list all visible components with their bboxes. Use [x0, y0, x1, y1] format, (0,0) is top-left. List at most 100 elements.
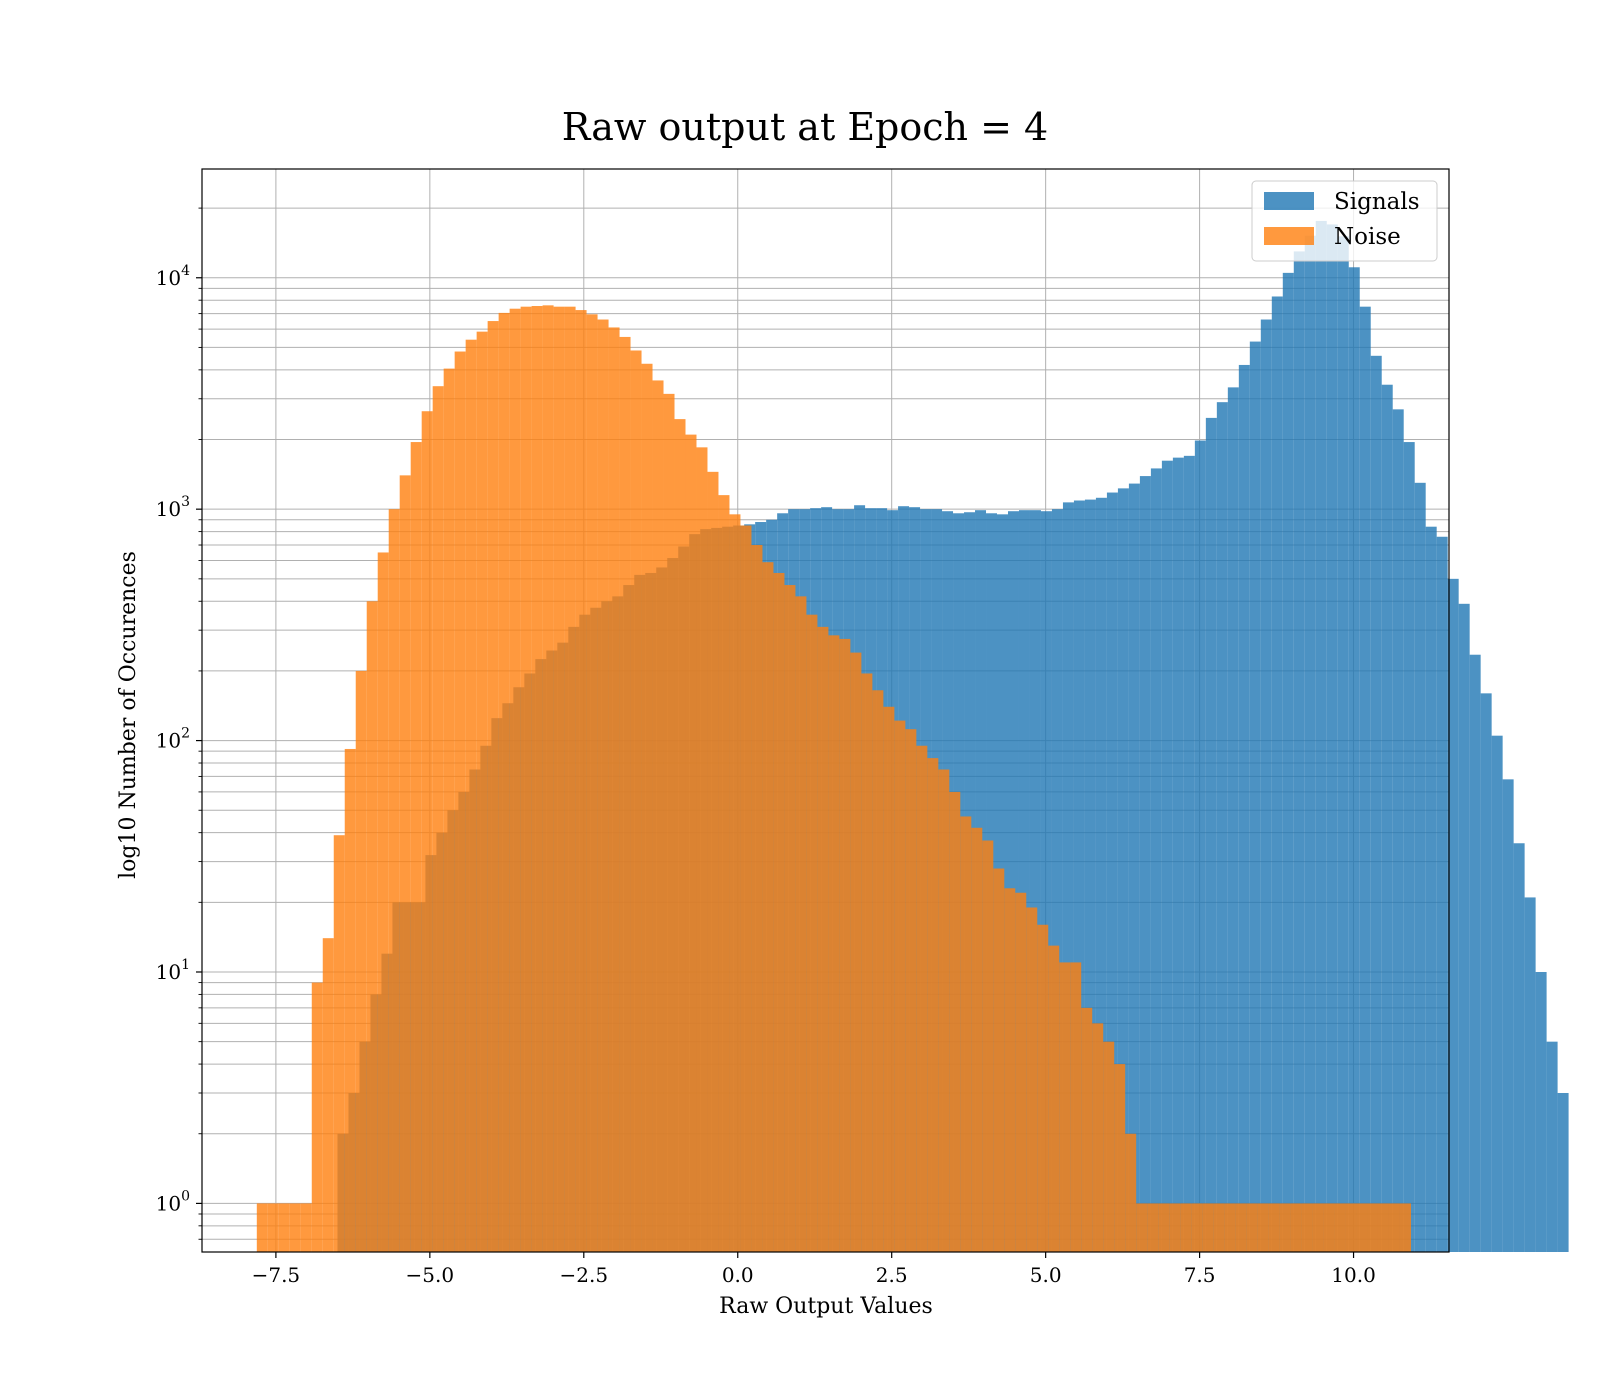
- y-tick-label: 104: [156, 263, 190, 290]
- noise-bar: [586, 314, 598, 1252]
- noise-bar: [707, 471, 719, 1252]
- noise-bar: [905, 729, 917, 1252]
- noise-bar: [1334, 1203, 1346, 1252]
- signals-bar: [1425, 526, 1437, 1252]
- noise-bar: [982, 840, 994, 1252]
- y-tick-label: 102: [156, 726, 190, 753]
- noise-bar: [388, 509, 400, 1252]
- noise-bar: [1202, 1203, 1214, 1252]
- noise-bar: [1356, 1203, 1368, 1252]
- x-tick-label: −7.5: [252, 1263, 301, 1287]
- signals-bar: [1007, 511, 1019, 1252]
- signals-bar: [1392, 409, 1404, 1252]
- noise-bar: [366, 601, 378, 1252]
- signals-bar: [1084, 499, 1096, 1253]
- noise-bar: [1367, 1203, 1378, 1252]
- noise-bar: [399, 475, 411, 1252]
- noise-bar: [465, 339, 477, 1252]
- signals-bar: [1315, 220, 1327, 1252]
- y-axis-label: log10 Number of Occurences: [116, 551, 141, 879]
- signals-bar: [1480, 693, 1492, 1252]
- y-tick-label: 101: [156, 957, 190, 984]
- noise-bar: [696, 447, 708, 1252]
- signals-bar: [1403, 442, 1415, 1252]
- legend: Signals Noise: [1251, 180, 1438, 262]
- noise-bar: [938, 769, 950, 1252]
- noise-bar: [751, 545, 763, 1252]
- noise-bar: [729, 514, 741, 1252]
- signals-bar: [1469, 654, 1481, 1252]
- signals-bar: [1227, 387, 1239, 1252]
- signals-bar: [1359, 306, 1371, 1252]
- signals-bar: [1535, 971, 1547, 1252]
- noise-bar: [685, 434, 697, 1252]
- noise-bar: [817, 626, 829, 1252]
- signals-bar: [1293, 251, 1305, 1253]
- noise-bar: [949, 791, 961, 1252]
- signals-bar: [1095, 497, 1107, 1252]
- signals-bar: [1304, 235, 1316, 1252]
- noise-bar: [432, 386, 444, 1252]
- signals-bar: [1150, 468, 1162, 1252]
- signals-bar: [1249, 341, 1261, 1252]
- noise-bar: [883, 706, 895, 1252]
- signals-bar: [1337, 236, 1349, 1253]
- noise-bar: [894, 720, 906, 1252]
- legend-label-noise: Noise: [1334, 224, 1401, 250]
- signals-bar: [1260, 319, 1272, 1252]
- signals-bar: [1524, 897, 1536, 1252]
- noise-bar: [839, 638, 851, 1252]
- noise-bar: [608, 327, 620, 1252]
- noise-bar: [1257, 1203, 1269, 1252]
- noise-bar: [960, 816, 972, 1252]
- x-tick-label: 10.0: [1331, 1263, 1376, 1287]
- signals-bar: [1348, 267, 1360, 1252]
- noise-bar: [806, 614, 818, 1252]
- noise-bar: [1037, 924, 1049, 1252]
- signals-bar: [1051, 509, 1063, 1252]
- signals-bar: [1271, 296, 1283, 1252]
- noise-bar: [1081, 1007, 1093, 1252]
- noise-bar: [1235, 1203, 1247, 1252]
- noise-bar: [773, 572, 785, 1252]
- noise-bar: [1323, 1203, 1335, 1252]
- noise-bar: [1114, 1064, 1126, 1252]
- noise-bar: [1004, 888, 1016, 1252]
- signals-bar: [1557, 1092, 1569, 1252]
- noise-bar: [1224, 1203, 1236, 1252]
- noise-bar: [784, 585, 796, 1252]
- noise-bar: [1213, 1203, 1225, 1252]
- noise-bar: [641, 363, 653, 1252]
- noise-bar: [575, 310, 587, 1252]
- x-axis-ticks: −7.5 −5.0 −2.5 0.0 2.5 5.0 7.5 10.0: [252, 1252, 1376, 1287]
- noise-bar: [1180, 1203, 1192, 1252]
- noise-bar: [1026, 907, 1038, 1252]
- signals-bar: [1128, 483, 1140, 1252]
- signals-bar: [1513, 843, 1525, 1252]
- noise-bar: [267, 1203, 279, 1252]
- noise-bar: [1147, 1203, 1159, 1252]
- noise-bar: [289, 1203, 301, 1252]
- y-tick-label: 103: [156, 494, 190, 521]
- signals-bar: [1161, 460, 1173, 1252]
- signals-bar: [1139, 476, 1151, 1252]
- signals-bar: [1238, 364, 1250, 1253]
- noise-bar: [355, 670, 367, 1252]
- noise-bar: [300, 1203, 312, 1252]
- noise-bar: [1268, 1203, 1280, 1252]
- signals-bar: [1370, 355, 1382, 1253]
- plot-frame: [201, 168, 1450, 1253]
- noise-bar: [1015, 892, 1027, 1252]
- noise-bar: [1169, 1203, 1181, 1252]
- signals-bar: [1546, 1041, 1558, 1252]
- x-tick-label: −5.0: [406, 1263, 455, 1287]
- noise-bar: [872, 690, 884, 1252]
- noise-bar: [663, 393, 675, 1253]
- signals-bar: [1073, 500, 1085, 1252]
- noise-bar: [454, 351, 466, 1252]
- noise-bar: [1125, 1133, 1137, 1252]
- legend-swatch-signals: [1264, 192, 1314, 210]
- noise-bar: [828, 635, 840, 1252]
- noise-bar: [322, 938, 334, 1252]
